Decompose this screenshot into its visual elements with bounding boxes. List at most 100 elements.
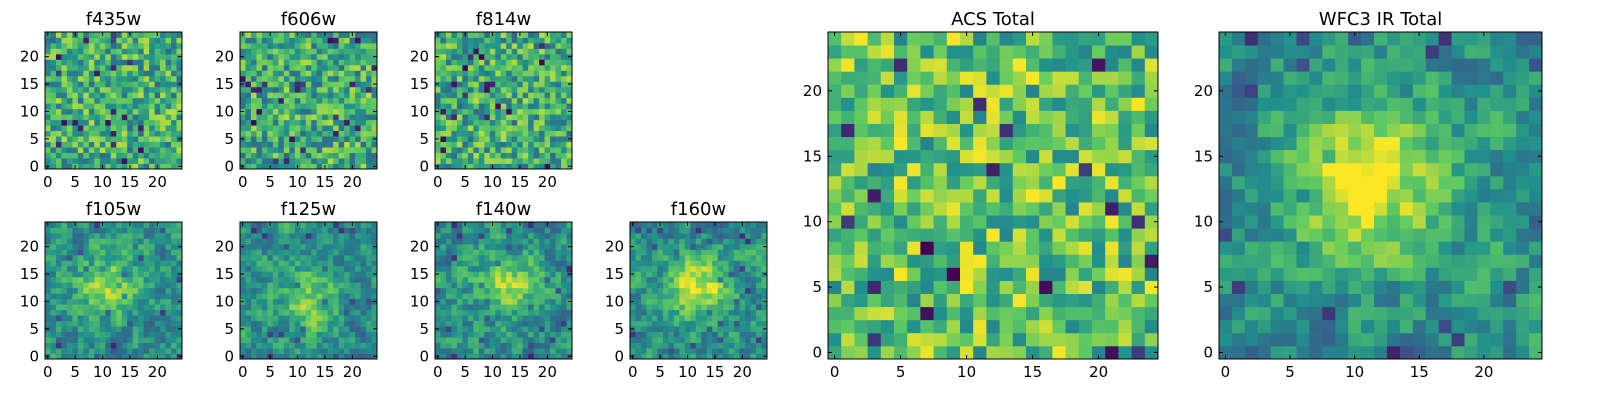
- heatmap-cell: [679, 304, 686, 311]
- heatmap-cell: [316, 238, 323, 245]
- heatmap-cell: [127, 97, 134, 104]
- heatmap-cell: [327, 64, 334, 71]
- heatmap-cell: [706, 353, 713, 360]
- heatmap-cell: [45, 293, 51, 300]
- heatmap-cell: [55, 70, 62, 77]
- heatmap-cell: [506, 238, 513, 245]
- heatmap-cell: [473, 353, 480, 360]
- heatmap-cell: [316, 147, 323, 153]
- heatmap-cell: [880, 241, 895, 255]
- heatmap-cell: [245, 353, 252, 360]
- heatmap-cell: [1039, 188, 1053, 203]
- heatmap-cell: [522, 114, 529, 121]
- heatmap-cell: [854, 332, 868, 347]
- heatmap-cell: [45, 37, 51, 44]
- heatmap-cell: [539, 64, 545, 71]
- heatmap-cell: [1039, 319, 1053, 334]
- heatmap-cell: [695, 254, 702, 261]
- heatmap-cell: [171, 103, 177, 110]
- heatmap-cell: [854, 241, 868, 255]
- heatmap-cell: [311, 260, 318, 267]
- heatmap-cell: [712, 282, 719, 289]
- heatmap-cell: [484, 64, 491, 71]
- heatmap-cell: [171, 158, 177, 164]
- heatmap-cell: [333, 81, 340, 88]
- heatmap-cell: [116, 59, 123, 66]
- heatmap-cell: [495, 125, 502, 132]
- heatmap-cell: [646, 309, 653, 316]
- heatmap-cell: [828, 345, 842, 360]
- heatmap-cell: [371, 42, 378, 49]
- heatmap-cell: [462, 114, 469, 121]
- heatmap-cell: [110, 320, 117, 327]
- heatmap-cell: [828, 188, 842, 203]
- heatmap-cell: [250, 152, 257, 159]
- heatmap-cell: [1105, 254, 1119, 268]
- heatmap-cell: [250, 70, 257, 77]
- heatmap-cell: [484, 276, 491, 283]
- heatmap-cell: [55, 282, 62, 289]
- heatmap-cell: [366, 86, 372, 93]
- heatmap-cell: [828, 215, 842, 229]
- heatmap-cell: [734, 254, 740, 261]
- heatmap-cell: [456, 152, 463, 159]
- heatmap-cell: [695, 276, 702, 283]
- heatmap-cell: [344, 48, 350, 55]
- heatmap-cell: [272, 227, 279, 234]
- heatmap-cell: [316, 298, 323, 305]
- heatmap-cell: [278, 265, 285, 272]
- heatmap-cell: [673, 293, 680, 300]
- heatmap-cell: [841, 162, 855, 177]
- heatmap-cell: [278, 271, 285, 278]
- heatmap-cell: [484, 42, 491, 49]
- heatmap-cell: [435, 97, 441, 104]
- heatmap-cell: [88, 271, 95, 278]
- heatmap-cell: [894, 319, 908, 334]
- heatmap-cell: [50, 254, 57, 261]
- heatmap-cell: [327, 75, 334, 82]
- heatmap-cell: [533, 42, 540, 49]
- heatmap-cell: [160, 141, 166, 148]
- heatmap-cell: [61, 337, 68, 343]
- heatmap-cell: [61, 92, 68, 99]
- heatmap-cell: [544, 315, 551, 322]
- heatmap-cell: [550, 298, 556, 305]
- heatmap-cell: [630, 249, 636, 256]
- heatmap-cell: [250, 125, 257, 132]
- heatmap-cell: [272, 114, 279, 121]
- heatmap-cell: [550, 337, 556, 343]
- heatmap-cell: [907, 215, 921, 229]
- y-tick-label: 5: [419, 320, 429, 338]
- heatmap-cell: [283, 32, 290, 38]
- heatmap-cell: [116, 147, 123, 153]
- heatmap-cell: [712, 249, 719, 256]
- heatmap-cell: [506, 97, 513, 104]
- heatmap-cell: [500, 48, 507, 55]
- heatmap-cell: [322, 48, 329, 55]
- heatmap-cell: [267, 108, 274, 115]
- heatmap-cell: [300, 70, 307, 77]
- heatmap-cell: [250, 320, 257, 327]
- heatmap-cell: [734, 232, 740, 239]
- heatmap-cell: [99, 348, 106, 354]
- heatmap-cell: [294, 254, 301, 261]
- heatmap-cell: [456, 238, 463, 245]
- heatmap-cell: [445, 119, 452, 126]
- heatmap-cell: [338, 227, 345, 234]
- heatmap-cell: [278, 287, 285, 294]
- heatmap-cell: [467, 293, 474, 300]
- heatmap-cell: [250, 260, 257, 267]
- heatmap-cell: [761, 276, 768, 283]
- heatmap-cell: [88, 64, 95, 71]
- axes-frame: [434, 31, 573, 170]
- heatmap-cell: [72, 141, 79, 148]
- heatmap-cell: [327, 353, 334, 360]
- heatmap-cell: [344, 53, 350, 60]
- heatmap-cell: [294, 287, 301, 294]
- heatmap-cell: [45, 92, 51, 99]
- heatmap-cell: [110, 271, 117, 278]
- heatmap-cell: [344, 271, 350, 278]
- heatmap-cell: [489, 53, 496, 60]
- heatmap-cell: [728, 287, 735, 294]
- heatmap-cell: [539, 86, 545, 93]
